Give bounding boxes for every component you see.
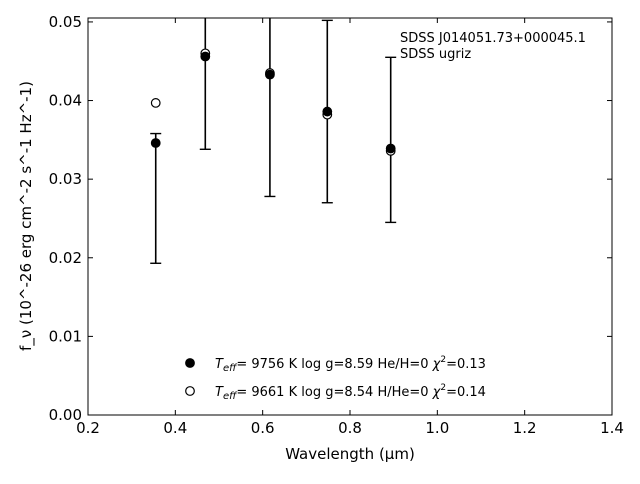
- x-tick-label: 0.6: [251, 419, 275, 437]
- svg-text:Teff= 9756 K log g=8.59 He/: Teff= 9756 K log g=8.59 He/H=0 χ2=0.13: [215, 355, 486, 374]
- model-point-filled: [265, 69, 275, 80]
- model-point-open: [150, 98, 161, 108]
- error-bars: [150, 18, 397, 264]
- legend-2-logg: log g=8.54: [301, 385, 373, 400]
- legend-1-logg: log g=8.59: [301, 357, 373, 372]
- legend: Teff= 9756 K log g=8.59 He/H=0 χ2=0.13 T…: [185, 355, 486, 402]
- x-axis-label: Wavelength (μm): [285, 445, 415, 463]
- data-markers: [150, 48, 396, 156]
- y-tick-label: 0.01: [49, 327, 82, 345]
- x-tick-label: 1.0: [425, 419, 449, 437]
- x-tick-label: 0.2: [76, 419, 100, 437]
- model-point-filled: [200, 51, 211, 62]
- legend-2-teff: 9661 K: [251, 385, 297, 400]
- legend-marker-filled: [185, 358, 195, 368]
- model-point-filled: [385, 143, 396, 154]
- model-point-filled: [150, 138, 161, 148]
- y-tick-label: 0.02: [49, 249, 82, 267]
- x-tick-label: 0.4: [163, 419, 187, 437]
- legend-1-comp: He/H=0: [377, 357, 428, 372]
- x-tick-label: 1.2: [513, 419, 537, 437]
- x-tick-labels: 0.2 0.4 0.6 0.8 1.0 1.2 1.4: [76, 419, 624, 437]
- model-point-filled: [322, 106, 333, 117]
- y-tick-labels: 0.00 0.01 0.02 0.03 0.04 0.05: [49, 13, 82, 424]
- legend-entry-open: Teff= 9661 K log g=8.54 H/He=0 χ2=0.14: [185, 383, 486, 402]
- legend-2-chi2: =0.14: [446, 385, 486, 400]
- y-tick-label: 0.04: [49, 92, 82, 110]
- legend-marker-open: [185, 386, 195, 396]
- y-tick-label: 0.05: [49, 13, 82, 31]
- x-tick-label: 0.8: [338, 419, 362, 437]
- axis-ticks: [87, 18, 613, 416]
- y-tick-label: 0.00: [49, 406, 82, 424]
- legend-entry-filled: Teff= 9756 K log g=8.59 He/H=0 χ2=0.13: [185, 355, 486, 374]
- svg-text:Teff= 9661 K log g=8.54 H/H: Teff= 9661 K log g=8.54 H/He=0 χ2=0.14: [215, 383, 486, 402]
- legend-2-comp: H/He=0: [377, 385, 428, 400]
- plot-frame: [87, 17, 613, 416]
- annotation-object: SDSS J014051.73+000045.1: [400, 31, 586, 46]
- legend-1-chi2: =0.13: [446, 357, 486, 372]
- y-axis-label: f_ν (10^-26 erg cm^-2 s^-1 Hz^-1): [17, 81, 36, 351]
- annotation-survey: SDSS ugriz: [400, 47, 471, 62]
- x-tick-label: 1.4: [600, 419, 624, 437]
- legend-1-teff: 9756 K: [251, 357, 297, 372]
- y-tick-label: 0.03: [49, 170, 82, 188]
